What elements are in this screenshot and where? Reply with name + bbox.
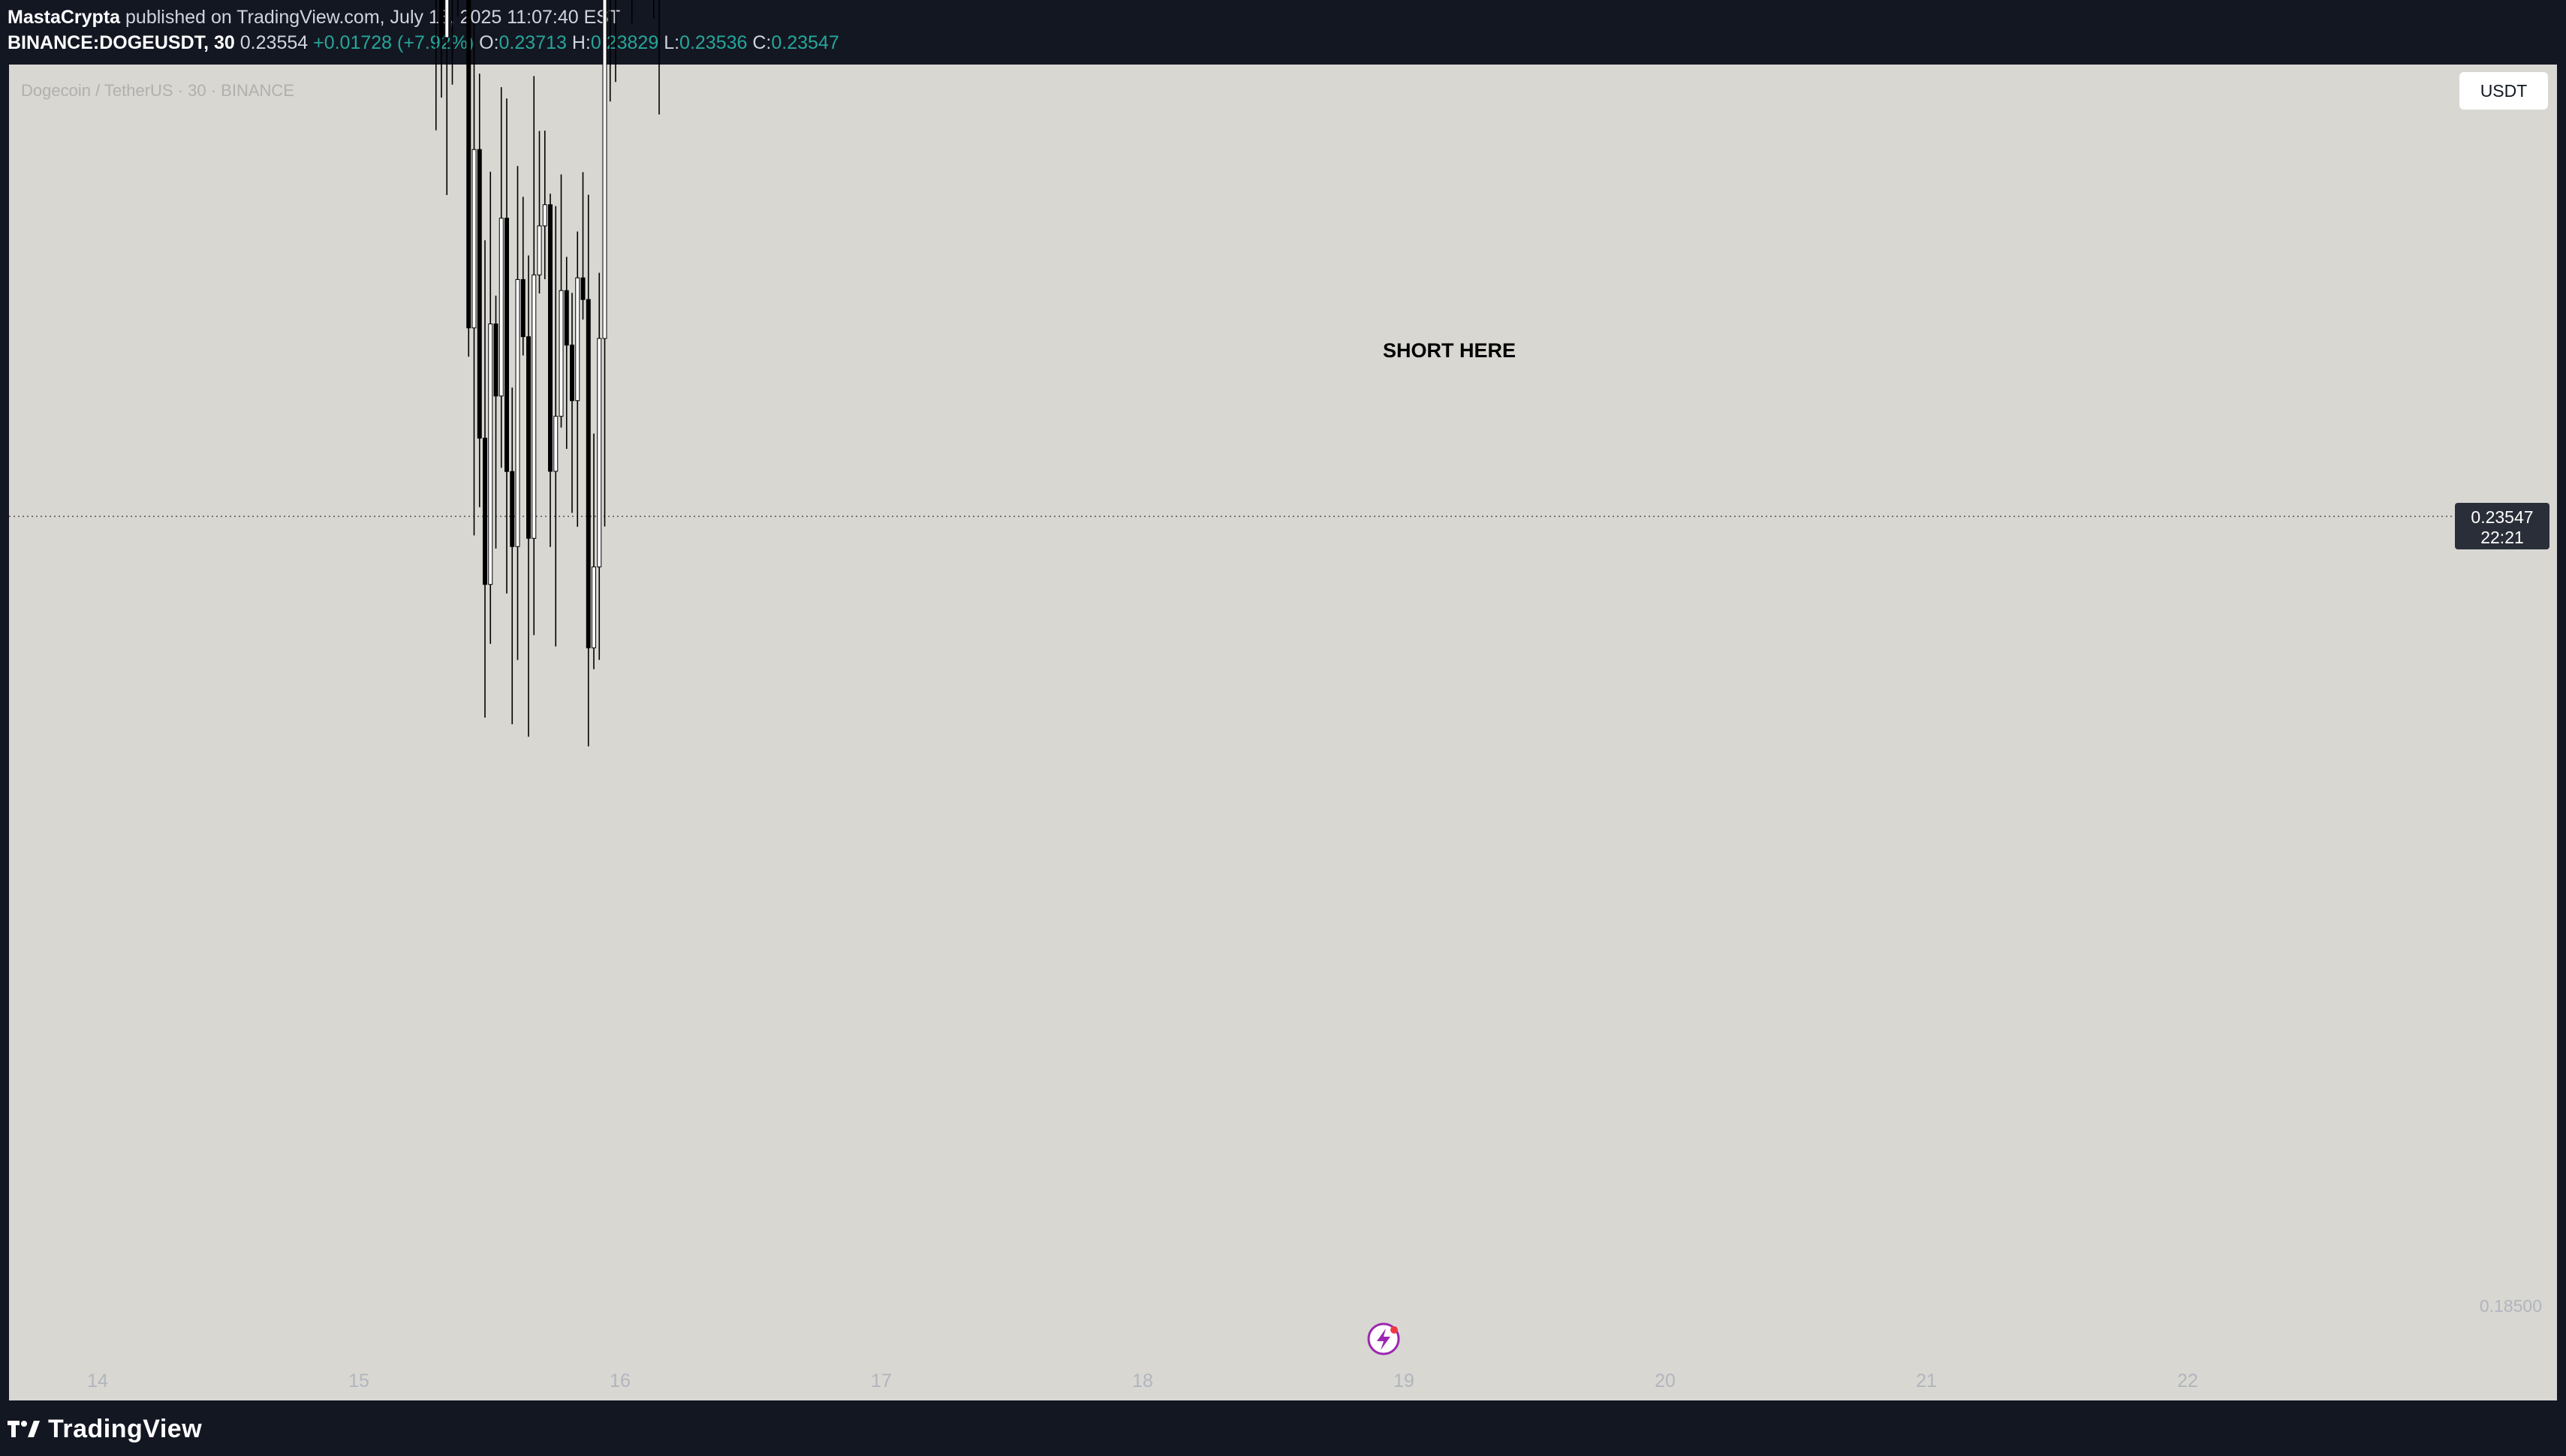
candle-body bbox=[580, 277, 586, 300]
author-name[interactable]: MastaCrypta bbox=[8, 7, 121, 28]
chart-header: MastaCrypta published on TradingView.com… bbox=[8, 5, 2485, 56]
currency-button-label[interactable]: USDT bbox=[2480, 81, 2528, 101]
candle-body bbox=[483, 438, 488, 585]
notification-dot-icon bbox=[1390, 1326, 1398, 1334]
price-tag: 0.23547 22:21 bbox=[2455, 503, 2549, 549]
y-tick-label: 0.18500 bbox=[2480, 1296, 2542, 1316]
currency-button-bg[interactable] bbox=[2459, 72, 2548, 110]
short-here-label: SHORT HERE bbox=[1383, 339, 1516, 362]
footer: TradingView bbox=[8, 1408, 202, 1450]
symbol-label: BINANCE:DOGEUSDT, 30 bbox=[8, 32, 235, 53]
tradingview-logo-icon bbox=[8, 1421, 40, 1437]
tradingview-brand[interactable]: TradingView bbox=[48, 1414, 203, 1443]
candle-body bbox=[526, 336, 532, 539]
close-label: C: bbox=[752, 32, 772, 53]
high-label: H: bbox=[571, 32, 591, 53]
high-value: 0.23829 bbox=[590, 32, 659, 53]
candle-body bbox=[504, 218, 510, 472]
open-value: 0.23713 bbox=[498, 32, 567, 53]
price-tag-price: 0.23547 bbox=[2471, 507, 2533, 527]
chart-title: Dogecoin / TetherUS · 30 · BINANCE bbox=[21, 81, 294, 100]
candle-body bbox=[597, 338, 602, 567]
currency-button[interactable]: USDT bbox=[2459, 72, 2548, 110]
candle-body bbox=[602, 0, 607, 339]
candle-body bbox=[498, 218, 504, 397]
candle-body bbox=[537, 225, 542, 275]
candle-body bbox=[532, 274, 537, 539]
chart-background bbox=[9, 65, 2557, 1400]
candle-body bbox=[570, 344, 575, 402]
candle-body bbox=[477, 149, 482, 439]
publish-info: published on TradingView.com, July 18, 2… bbox=[120, 7, 621, 28]
time-axis[interactable]: 14 15 16 17 18 19 20 21 22 bbox=[87, 1370, 2198, 1391]
price-tag-countdown: 22:21 bbox=[2480, 528, 2524, 547]
lightning-icon bbox=[1377, 1328, 1390, 1350]
candle-body bbox=[553, 416, 559, 472]
low-label: L: bbox=[664, 32, 680, 53]
x-tick-label: 16 bbox=[610, 1370, 631, 1391]
candle-body bbox=[515, 278, 520, 547]
candle-body bbox=[592, 566, 597, 648]
candle-body bbox=[439, 0, 444, 38]
candles-layer bbox=[435, 0, 660, 747]
candle-body bbox=[575, 277, 580, 402]
candle-body bbox=[559, 290, 564, 417]
x-tick-label: 15 bbox=[348, 1370, 369, 1391]
candle-body bbox=[542, 204, 547, 227]
publish-line: MastaCrypta published on TradingView.com… bbox=[8, 5, 2485, 30]
candle-body bbox=[488, 323, 493, 585]
last-price: 0.23554 bbox=[239, 32, 309, 53]
x-tick-label: 21 bbox=[1916, 1370, 1937, 1391]
x-tick-label: 19 bbox=[1393, 1370, 1414, 1391]
candle-body bbox=[466, 0, 471, 329]
replay-icon[interactable] bbox=[1367, 1322, 1400, 1355]
x-tick-label: 18 bbox=[1132, 1370, 1153, 1391]
x-tick-label: 20 bbox=[1655, 1370, 1676, 1391]
candle-body bbox=[564, 290, 569, 346]
candle-body bbox=[520, 278, 526, 338]
candle-body bbox=[548, 204, 553, 472]
low-value: 0.23536 bbox=[679, 32, 748, 53]
candle-body bbox=[493, 323, 498, 397]
x-tick-label: 14 bbox=[87, 1370, 108, 1391]
candle-body bbox=[586, 299, 591, 648]
x-tick-label: 22 bbox=[2177, 1370, 2198, 1391]
candle-body bbox=[471, 149, 477, 329]
candle-body bbox=[510, 471, 515, 547]
price-tag-bg bbox=[2455, 503, 2549, 549]
x-tick-label: 17 bbox=[871, 1370, 892, 1391]
candle-body bbox=[444, 0, 450, 38]
ohlc-line: BINANCE:DOGEUSDT, 30 0.23554 +0.01728 (+… bbox=[8, 30, 2485, 56]
close-value: 0.23547 bbox=[771, 32, 839, 53]
open-label: O: bbox=[479, 32, 499, 53]
